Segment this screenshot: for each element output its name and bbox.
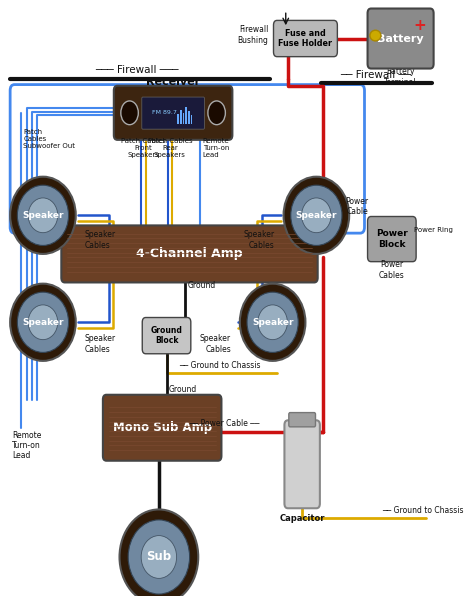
Text: Remote
Turn-on
Lead: Remote Turn-on Lead — [12, 430, 42, 460]
Ellipse shape — [10, 177, 76, 254]
Text: Speaker
Cables: Speaker Cables — [84, 230, 116, 250]
FancyBboxPatch shape — [61, 226, 318, 282]
Text: 4-Channel Amp: 4-Channel Amp — [136, 247, 243, 260]
Text: Ground: Ground — [187, 281, 216, 290]
Text: Patch
Cables
Subwoofer Out: Patch Cables Subwoofer Out — [23, 129, 75, 149]
Text: Receiver: Receiver — [146, 77, 200, 87]
Ellipse shape — [10, 284, 76, 361]
Ellipse shape — [283, 177, 349, 254]
Text: Sub: Sub — [146, 550, 172, 564]
Bar — [182, 112, 184, 124]
Text: +: + — [413, 18, 426, 33]
Text: Firewall
Bushing: Firewall Bushing — [237, 25, 268, 45]
Text: Speaker: Speaker — [252, 318, 293, 327]
Text: Patch Cables
Rear
Speakers: Patch Cables Rear Speakers — [147, 138, 192, 158]
Text: ── Ground to Chassis: ── Ground to Chassis — [382, 506, 464, 515]
Ellipse shape — [301, 198, 331, 233]
Text: Speaker
Cables: Speaker Cables — [84, 334, 116, 353]
Text: Power
Cable: Power Cable — [346, 197, 369, 217]
Text: ── Firewall ──: ── Firewall ── — [340, 70, 411, 80]
FancyBboxPatch shape — [273, 20, 337, 57]
Ellipse shape — [291, 185, 342, 245]
FancyBboxPatch shape — [142, 318, 191, 354]
Bar — [188, 111, 190, 124]
Text: Patch Cables
Front
Speakers: Patch Cables Front Speakers — [121, 138, 166, 158]
Ellipse shape — [370, 30, 381, 41]
Text: Battery
Terminal: Battery Terminal — [384, 67, 417, 87]
Ellipse shape — [240, 284, 305, 361]
Bar — [185, 107, 187, 124]
Ellipse shape — [258, 305, 287, 340]
Text: Capacitor: Capacitor — [279, 514, 325, 523]
Text: ─── Firewall ───: ─── Firewall ─── — [95, 65, 179, 75]
FancyBboxPatch shape — [289, 413, 316, 427]
Text: Speaker
Cables: Speaker Cables — [200, 334, 231, 353]
Text: Speaker: Speaker — [296, 211, 337, 220]
Text: Speaker: Speaker — [22, 318, 64, 327]
Circle shape — [208, 101, 225, 125]
Bar — [191, 115, 192, 124]
Bar — [177, 113, 179, 124]
Circle shape — [121, 101, 138, 125]
Text: Power
Cables: Power Cables — [379, 260, 405, 280]
Text: Battery: Battery — [377, 33, 424, 44]
Text: Speaker: Speaker — [22, 211, 64, 220]
Ellipse shape — [247, 292, 298, 352]
Text: Power Ring: Power Ring — [414, 227, 453, 233]
Ellipse shape — [28, 305, 58, 340]
FancyBboxPatch shape — [367, 8, 434, 69]
FancyBboxPatch shape — [142, 97, 204, 129]
Text: Speaker
Cables: Speaker Cables — [244, 230, 275, 250]
Text: ── Ground to Chassis: ── Ground to Chassis — [179, 361, 261, 370]
Text: Fuse and
Fuse Holder: Fuse and Fuse Holder — [278, 29, 332, 48]
Ellipse shape — [128, 520, 190, 594]
Text: Power
Block: Power Block — [376, 229, 408, 249]
Text: Remote
Turn-on
Lead: Remote Turn-on Lead — [202, 138, 229, 158]
Text: Ground: Ground — [169, 384, 197, 393]
Ellipse shape — [119, 509, 198, 597]
Text: FM 89.7: FM 89.7 — [152, 110, 177, 115]
Ellipse shape — [28, 198, 58, 233]
Ellipse shape — [18, 292, 69, 352]
FancyBboxPatch shape — [284, 420, 320, 508]
FancyBboxPatch shape — [103, 395, 221, 461]
FancyBboxPatch shape — [367, 217, 416, 261]
Text: Ground
Block: Ground Block — [151, 326, 182, 345]
Bar — [180, 109, 182, 124]
Text: ── Power Cable ──: ── Power Cable ── — [189, 419, 260, 428]
FancyBboxPatch shape — [114, 86, 232, 140]
Ellipse shape — [18, 185, 69, 245]
Text: Mono Sub Amp: Mono Sub Amp — [113, 421, 212, 434]
Ellipse shape — [141, 536, 177, 578]
